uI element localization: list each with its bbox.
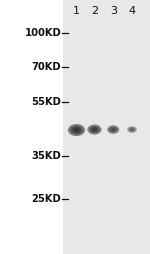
Text: 35KD: 35KD [32,151,62,161]
Text: 1: 1 [73,6,80,17]
Ellipse shape [107,125,119,134]
Text: 55KD: 55KD [32,97,62,107]
Ellipse shape [70,125,83,135]
Text: 70KD: 70KD [32,61,62,72]
Ellipse shape [128,127,136,132]
Text: 100KD: 100KD [25,28,61,38]
Ellipse shape [68,124,85,136]
FancyBboxPatch shape [0,0,63,254]
Text: 4: 4 [128,6,136,17]
Ellipse shape [112,129,115,131]
Ellipse shape [74,129,79,132]
Ellipse shape [110,128,116,132]
Ellipse shape [72,127,81,133]
Ellipse shape [89,126,100,133]
Ellipse shape [130,128,134,131]
Text: 25KD: 25KD [32,194,62,204]
Ellipse shape [131,129,133,130]
Ellipse shape [93,128,96,131]
Ellipse shape [87,124,102,135]
Ellipse shape [109,126,118,133]
Ellipse shape [91,127,98,132]
Text: 3: 3 [110,6,117,17]
Text: 2: 2 [91,6,98,17]
FancyBboxPatch shape [63,0,150,254]
Ellipse shape [127,126,137,133]
